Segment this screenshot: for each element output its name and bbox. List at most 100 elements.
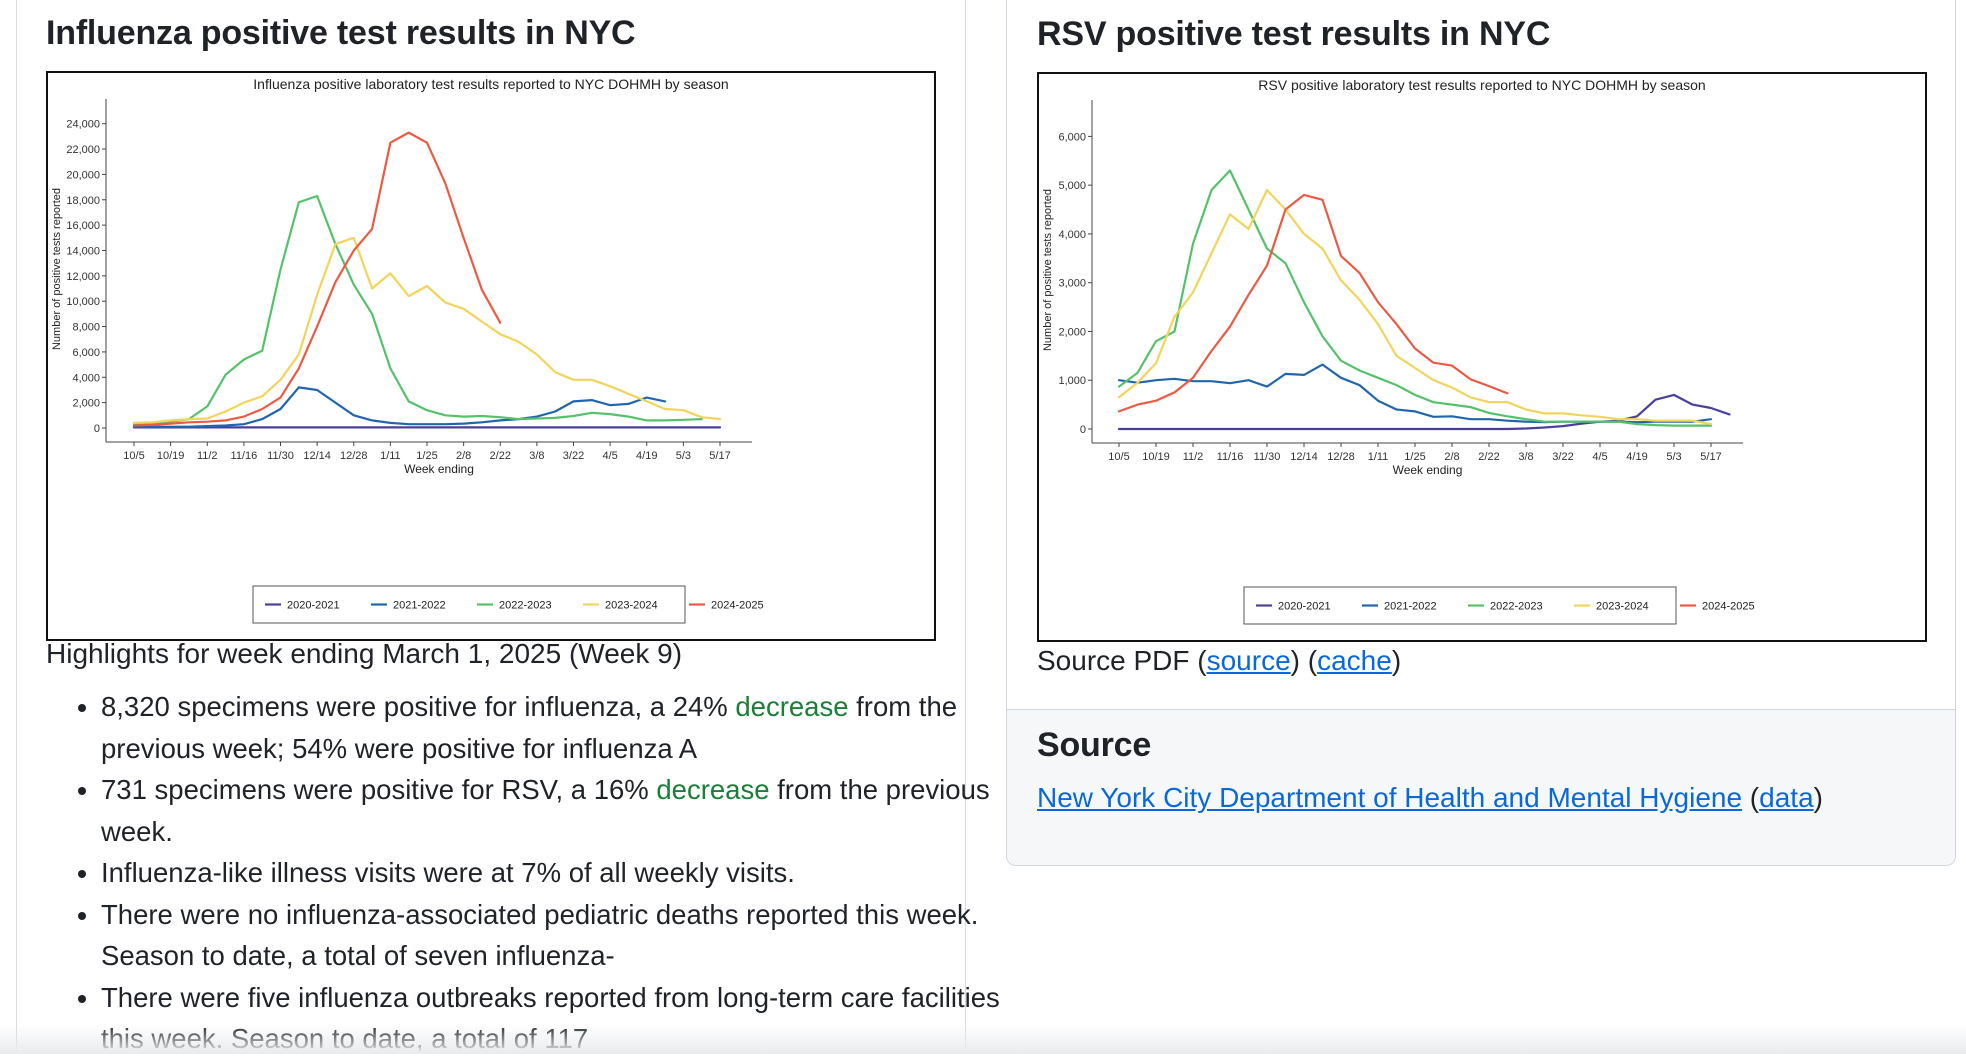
chart-title: Influenza positive laboratory test resul… [253, 76, 728, 92]
highlights-list: 8,320 specimens were positive for influe… [46, 686, 1001, 1060]
series-line-2023-2024 [1117, 188, 1713, 426]
x-tick-label: 4/19 [636, 450, 657, 462]
x-tick-label: 2/22 [1478, 451, 1499, 463]
x-tick-label: 12/28 [1327, 451, 1355, 463]
x-tick-label: 10/5 [1108, 451, 1129, 463]
x-axis-label: Week ending [1393, 463, 1463, 477]
highlight-change: decrease [656, 774, 770, 805]
x-tick-label: 3/22 [563, 450, 584, 462]
org-suffix: ) [1813, 782, 1823, 813]
series-line-2022-2023 [1117, 169, 1713, 427]
x-tick-label: 12/14 [303, 450, 331, 462]
highlight-item: 8,320 specimens were positive for influe… [101, 686, 1001, 769]
highlight-text: from the previous week. [101, 774, 990, 847]
legend-label: 2022-2023 [499, 600, 552, 612]
highlight-item: There were no influenza-associated pedia… [101, 894, 1001, 977]
legend-label: 2023-2024 [605, 600, 658, 612]
y-tick-label: 18,000 [66, 195, 100, 207]
x-tick-label: 4/5 [602, 450, 617, 462]
x-tick-label: 2/8 [456, 450, 471, 462]
x-tick-label: 2/8 [1444, 451, 1459, 463]
y-axis-label: Number of positive tests reported [1042, 189, 1054, 351]
y-tick-label: 2,000 [1058, 326, 1086, 338]
y-tick-label: 16,000 [66, 220, 100, 232]
legend-label: 2021-2022 [393, 600, 446, 612]
x-tick-label: 3/8 [1518, 451, 1533, 463]
x-tick-label: 1/11 [380, 450, 401, 462]
highlight-text: from the previous week; 54% were positiv… [101, 691, 958, 764]
series-line-2021-2022 [132, 386, 667, 428]
series-line-2024-2025 [132, 131, 502, 427]
x-tick-label: 10/5 [123, 450, 144, 462]
legend-label: 2024-2025 [711, 600, 764, 612]
y-axis-label: Number of positive tests reported [51, 188, 63, 350]
x-tick-label: 11/2 [197, 450, 218, 462]
x-tick-label: 3/22 [1552, 451, 1573, 463]
source-heading: Source [1037, 726, 1152, 764]
legend-label: 2020-2021 [1278, 601, 1331, 613]
source-separator: ) ( [1290, 645, 1318, 676]
y-tick-label: 1,000 [1058, 375, 1086, 387]
highlight-text: Influenza-like illness visits were at 7%… [101, 857, 795, 888]
x-tick-label: 4/5 [1592, 451, 1607, 463]
y-tick-label: 10,000 [66, 296, 100, 308]
legend-box [1243, 586, 1677, 625]
legend-label: 2023-2024 [1596, 601, 1649, 613]
highlights-title: Highlights for week ending March 1, 2025… [46, 638, 683, 669]
highlight-text: There were no influenza-associated pedia… [101, 898, 979, 972]
x-tick-label: 5/3 [1666, 451, 1681, 463]
y-tick-label: 6,000 [1058, 131, 1086, 143]
y-tick-label: 24,000 [66, 119, 100, 131]
y-tick-label: 12,000 [66, 271, 100, 283]
influenza-panel: Influenza positive test results in NYC I… [16, 0, 966, 1054]
y-tick-label: 4,000 [72, 372, 100, 384]
x-tick-label: 12/28 [340, 450, 368, 462]
x-tick-label: 5/17 [1700, 451, 1721, 463]
source-pdf-label: Source PDF ( [1037, 645, 1207, 676]
source-pdf-line: Source PDF (source) (cache) [1037, 645, 1401, 677]
y-tick-label: 2,000 [72, 398, 100, 410]
highlight-text: 8,320 specimens were positive for influe… [101, 691, 736, 722]
x-tick-label: 11/16 [1217, 451, 1244, 463]
org-separator: ( [1742, 782, 1760, 813]
data-link[interactable]: data [1759, 782, 1814, 813]
y-tick-label: 6,000 [72, 347, 100, 359]
y-tick-label: 0 [94, 423, 100, 435]
series-line-2022-2023 [132, 194, 703, 426]
legend-label: 2022-2023 [1490, 601, 1543, 613]
x-tick-label: 11/16 [231, 450, 258, 462]
highlight-change: decrease [735, 691, 849, 722]
x-tick-label: 10/19 [157, 450, 185, 462]
source-link[interactable]: source [1206, 645, 1291, 676]
bottom-fade [0, 1024, 1966, 1054]
influenza-chart-svg: Influenza positive laboratory test resul… [51, 76, 764, 624]
series-line-2024-2025 [1117, 193, 1509, 413]
legend-label: 2021-2022 [1384, 601, 1437, 613]
influenza-chart: Influenza positive laboratory test resul… [46, 71, 936, 641]
x-tick-label: 10/19 [1142, 451, 1170, 463]
rsv-panel: RSV positive test results in NYC RSV pos… [1007, 0, 1955, 709]
y-tick-label: 8,000 [72, 322, 100, 334]
highlight-item: Influenza-like illness visits were at 7%… [101, 852, 1001, 894]
highlight-text: 731 specimens were positive for RSV, a 1… [101, 774, 657, 805]
series-line-2021-2022 [1117, 363, 1713, 424]
x-tick-label: 3/8 [529, 450, 544, 462]
x-tick-label: 11/2 [1183, 451, 1204, 463]
org-link[interactable]: New York City Department of Health and M… [1037, 782, 1743, 813]
series-line-2023-2024 [132, 236, 722, 424]
legend-box [252, 585, 686, 624]
x-tick-label: 1/25 [1404, 451, 1425, 463]
cache-link[interactable]: cache [1317, 645, 1392, 676]
x-tick-label: 1/25 [416, 450, 437, 462]
x-tick-label: 12/14 [1290, 451, 1318, 463]
y-tick-label: 4,000 [1058, 229, 1086, 241]
rsv-chart-svg: RSV positive laboratory test results rep… [1042, 77, 1755, 625]
x-tick-label: 5/3 [676, 450, 691, 462]
rsv-panel-title: RSV positive test results in NYC [1037, 15, 1551, 53]
legend-label: 2024-2025 [1702, 601, 1755, 613]
y-tick-label: 5,000 [1058, 180, 1086, 192]
x-tick-label: 11/30 [1254, 451, 1281, 463]
source-section: Source New York City Department of Healt… [1007, 709, 1955, 865]
y-tick-label: 20,000 [66, 169, 100, 181]
x-tick-label: 5/17 [709, 450, 730, 462]
